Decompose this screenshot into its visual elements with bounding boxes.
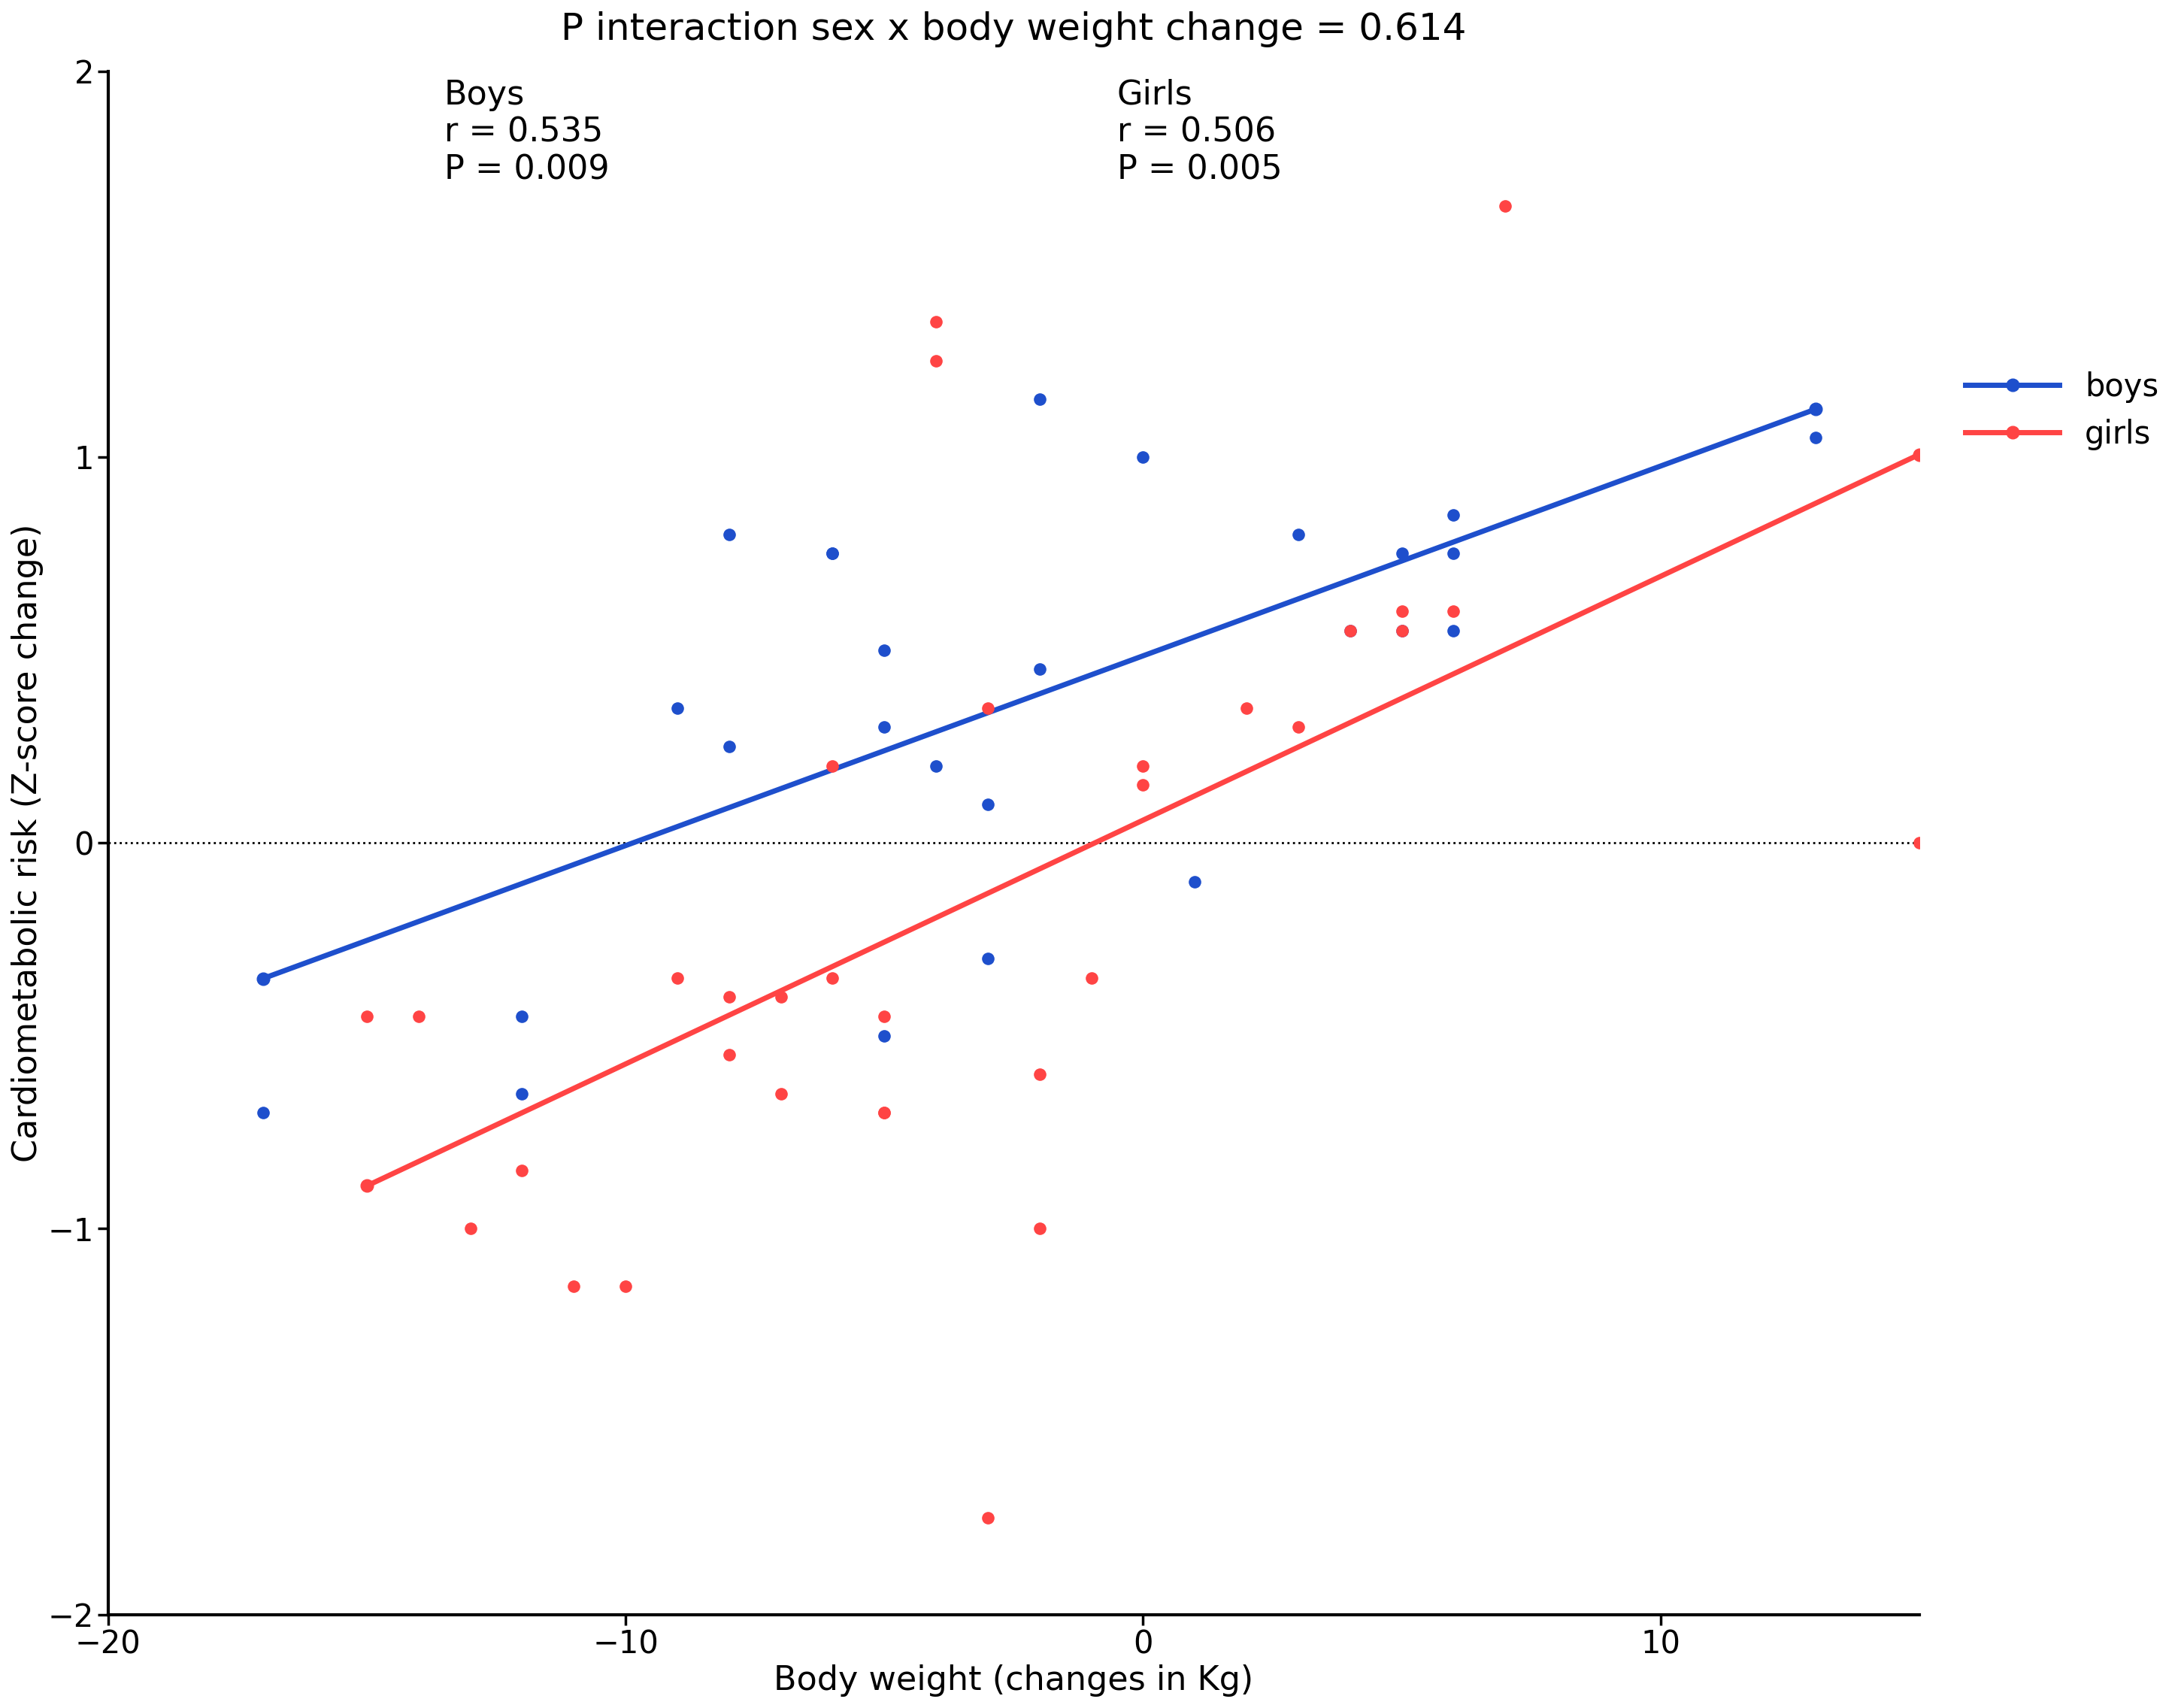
Point xyxy=(1023,1214,1058,1242)
Point xyxy=(1125,772,1160,799)
Point xyxy=(1333,617,1367,644)
Point xyxy=(1280,714,1315,741)
Point xyxy=(971,791,1005,818)
Point xyxy=(1435,540,1470,567)
Point xyxy=(866,1100,901,1127)
Point xyxy=(1487,193,1522,220)
Point xyxy=(866,714,901,741)
Point xyxy=(971,945,1005,972)
Point xyxy=(711,521,746,548)
Point xyxy=(1125,444,1160,471)
Point xyxy=(661,965,696,992)
Point xyxy=(711,984,746,1011)
Point xyxy=(454,1214,489,1242)
Point xyxy=(504,1079,539,1107)
Point xyxy=(504,1156,539,1184)
Text: Boys
r = 0.535
P = 0.009: Boys r = 0.535 P = 0.009 xyxy=(445,79,608,186)
Point xyxy=(1385,617,1420,644)
Point xyxy=(918,347,953,374)
X-axis label: Body weight (changes in Kg): Body weight (changes in Kg) xyxy=(774,1664,1254,1696)
Y-axis label: Cardiometabolic risk (Z-score change): Cardiometabolic risk (Z-score change) xyxy=(11,524,44,1161)
Point xyxy=(711,733,746,760)
Point xyxy=(816,540,851,567)
Point xyxy=(1230,693,1265,721)
Point xyxy=(1902,828,1937,856)
Point xyxy=(1023,1061,1058,1088)
Point xyxy=(1435,598,1470,625)
Point xyxy=(504,1003,539,1030)
Point xyxy=(1280,521,1315,548)
Point xyxy=(866,1003,901,1030)
Point xyxy=(816,965,851,992)
Point xyxy=(1333,617,1367,644)
Point xyxy=(918,309,953,336)
Point xyxy=(1178,868,1213,895)
Point xyxy=(1073,965,1108,992)
Title: P interaction sex x body weight change = 0.614: P interaction sex x body weight change =… xyxy=(561,12,1466,48)
Point xyxy=(1385,617,1420,644)
Point xyxy=(349,1003,384,1030)
Point xyxy=(1435,500,1470,528)
Point xyxy=(918,752,953,779)
Point xyxy=(816,752,851,779)
Point xyxy=(246,1100,281,1127)
Point xyxy=(866,1021,901,1049)
Point xyxy=(1799,424,1834,451)
Point xyxy=(1385,598,1420,625)
Legend: boys, girls: boys, girls xyxy=(1952,359,2170,463)
Point xyxy=(1435,617,1470,644)
Point xyxy=(816,540,851,567)
Point xyxy=(1023,656,1058,683)
Point xyxy=(1385,540,1420,567)
Point xyxy=(401,1003,436,1030)
Point xyxy=(1023,386,1058,413)
Point xyxy=(1125,752,1160,779)
Point xyxy=(763,1079,798,1107)
Point xyxy=(661,693,696,721)
Text: Girls
r = 0.506
P = 0.005: Girls r = 0.506 P = 0.005 xyxy=(1117,79,1282,186)
Point xyxy=(763,984,798,1011)
Point xyxy=(556,1272,591,1300)
Point xyxy=(711,1042,746,1069)
Point xyxy=(866,637,901,664)
Point xyxy=(866,1100,901,1127)
Point xyxy=(971,1505,1005,1532)
Point xyxy=(608,1272,643,1300)
Point xyxy=(971,693,1005,721)
